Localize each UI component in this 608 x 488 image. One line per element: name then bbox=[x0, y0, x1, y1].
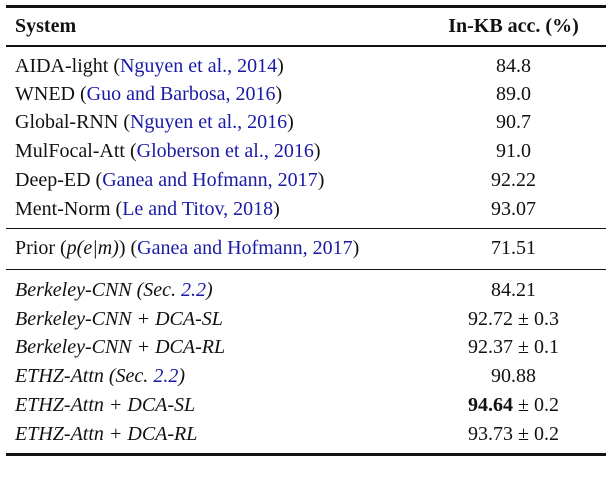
table-row: ETHZ-Attn + DCA-SL 94.64 ± 0.2 bbox=[6, 391, 606, 419]
citation-link[interactable]: Globerson et al., 2016 bbox=[136, 140, 314, 162]
table-row: ETHZ-Attn (Sec. 2.2) 90.88 bbox=[6, 362, 606, 390]
citation-link[interactable]: Nguyen et al., 2014 bbox=[119, 55, 278, 77]
citation-link[interactable]: Ganea and Hofmann, 2017 bbox=[102, 169, 318, 191]
accuracy-value: 94.64 ± 0.2 bbox=[468, 394, 559, 416]
accuracy-value: 90.7 bbox=[496, 111, 531, 133]
prior-formula: p(e|m) bbox=[66, 237, 119, 259]
accuracy-value: 92.72 ± 0.3 bbox=[468, 308, 559, 330]
best-value: 94.64 bbox=[468, 394, 513, 416]
group-rule bbox=[6, 228, 606, 229]
table-row: Berkeley-CNN + DCA-RL 92.37 ± 0.1 bbox=[6, 333, 606, 361]
citation-link[interactable]: Guo and Barbosa, 2016 bbox=[86, 83, 276, 105]
header-system: System bbox=[15, 15, 77, 37]
header-rule bbox=[6, 45, 606, 47]
accuracy-value: 93.73 ± 0.2 bbox=[468, 423, 559, 445]
table-row: Prior (p(e|m)) (Ganea and Hofmann, 2017)… bbox=[6, 234, 606, 262]
accuracy-value: 91.0 bbox=[496, 140, 531, 162]
citation-link[interactable]: Nguyen et al., 2016 bbox=[129, 111, 288, 133]
accuracy-value: 92.37 ± 0.1 bbox=[468, 336, 559, 358]
bottom-rule bbox=[6, 453, 606, 456]
accuracy-value: 89.0 bbox=[496, 83, 531, 105]
accuracy-value: 84.8 bbox=[496, 55, 531, 77]
table-row: Berkeley-CNN (Sec. 2.2) 84.21 bbox=[6, 276, 606, 304]
table-row: Deep-ED (Ganea and Hofmann, 2017) 92.22 bbox=[6, 166, 606, 194]
table-row: MulFocal-Att (Globerson et al., 2016) 91… bbox=[6, 137, 606, 165]
accuracy-value: 93.07 bbox=[491, 198, 536, 220]
table-row: Berkeley-CNN + DCA-SL 92.72 ± 0.3 bbox=[6, 305, 606, 333]
group-rule bbox=[6, 269, 606, 270]
citation-link[interactable]: Ganea and Hofmann, 2017 bbox=[137, 237, 353, 259]
citation-link[interactable]: Le and Titov, 2018 bbox=[122, 198, 274, 220]
table-row: AIDA-light (Nguyen et al., 2014) 84.8 bbox=[6, 52, 606, 80]
accuracy-value: 90.88 bbox=[491, 365, 536, 387]
table-row: Ment-Norm (Le and Titov, 2018) 93.07 bbox=[6, 195, 606, 223]
accuracy-value: 71.51 bbox=[491, 237, 536, 259]
section-link[interactable]: 2.2 bbox=[181, 279, 207, 301]
section-link[interactable]: 2.2 bbox=[153, 365, 179, 387]
table-row: Global-RNN (Nguyen et al., 2016) 90.7 bbox=[6, 108, 606, 136]
top-rule bbox=[6, 5, 606, 8]
accuracy-value: 84.21 bbox=[491, 279, 536, 301]
accuracy-value: 92.22 bbox=[491, 169, 536, 191]
header-row: System In-KB acc. (%) bbox=[6, 12, 606, 40]
table-row: WNED (Guo and Barbosa, 2016) 89.0 bbox=[6, 80, 606, 108]
header-accuracy: In-KB acc. (%) bbox=[448, 15, 579, 37]
table-row: ETHZ-Attn + DCA-RL 93.73 ± 0.2 bbox=[6, 420, 606, 448]
